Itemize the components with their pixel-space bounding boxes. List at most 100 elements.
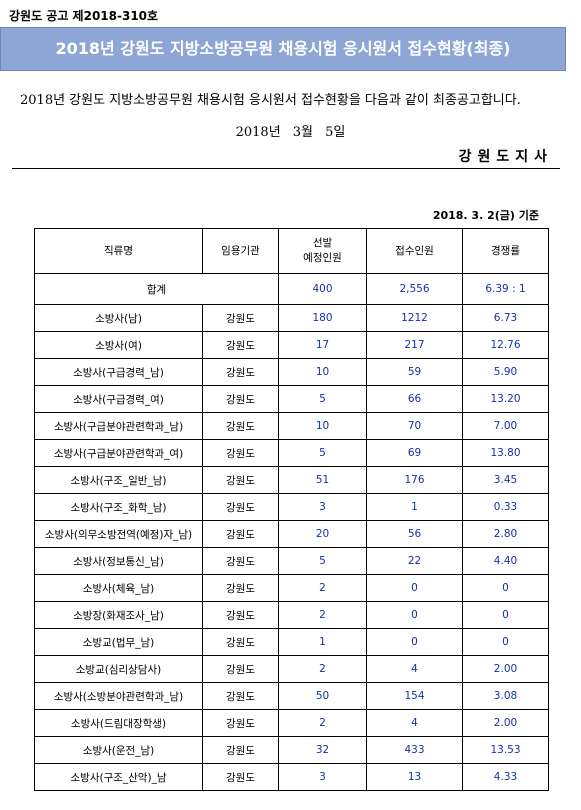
cell-job-name: 소방교(심리상담사) [34,655,203,683]
cell-planned: 3 [278,493,367,521]
applications-table: 직류명 임용기관 선발 예정인원 접수인원 경쟁률 합계 400 2,556 6… [34,228,549,791]
cell-agency: 강원도 [202,439,279,467]
cell-ratio: 2.00 [462,655,549,683]
cell-planned: 17 [278,331,367,359]
cell-planned: 5 [278,385,367,413]
total-applicants: 2,556 [366,273,463,305]
table-row: 소방사(정보통신_남) 강원도 5 22 4.40 [34,547,549,575]
cell-agency: 강원도 [202,574,279,602]
cell-applicants: 176 [366,466,463,494]
issuer-name: 강원도지사 [458,149,553,165]
cell-planned: 2 [278,574,367,602]
cell-planned: 2 [278,655,367,683]
cell-ratio: 0 [462,574,549,602]
cell-job-name: 소방사(구조_일반_남) [34,466,203,494]
table-row: 소방사(구조_화학_남) 강원도 3 1 0.33 [34,493,549,521]
table-row: 소방사(구조_일반_남) 강원도 51 176 3.45 [34,466,549,494]
cell-agency: 강원도 [202,466,279,494]
cell-planned: 3 [278,763,367,791]
cell-applicants: 0 [366,601,463,629]
cell-agency: 강원도 [202,331,279,359]
cell-agency: 강원도 [202,763,279,791]
cell-applicants: 433 [366,736,463,764]
cell-planned: 32 [278,736,367,764]
cell-applicants: 22 [366,547,463,575]
table-row: 소방사(여) 강원도 17 217 12.76 [34,331,549,359]
cell-applicants: 0 [366,574,463,602]
cell-ratio: 13.80 [462,439,549,467]
cell-job-name: 소방사(구조_산악)_남 [34,763,203,791]
cell-job-name: 소방사(구급분야관련학과_남) [34,412,203,440]
cell-applicants: 56 [366,520,463,548]
total-planned: 400 [278,273,367,305]
cell-agency: 강원도 [202,493,279,521]
cell-planned: 1 [278,628,367,656]
cell-job-name: 소방사(정보통신_남) [34,547,203,575]
page-title: 2018년 강원도 지방소방공무원 채용시험 응시원서 접수현황(최종) [55,39,511,58]
table-row: 소방사(체육_남) 강원도 2 0 0 [34,574,549,602]
cell-agency: 강원도 [202,655,279,683]
cell-applicants: 69 [366,439,463,467]
column-header-applicants: 접수인원 [366,228,463,274]
cell-ratio: 5.90 [462,358,549,386]
table-row: 소방사(운전_남) 강원도 32 433 13.53 [34,736,549,764]
cell-applicants: 13 [366,763,463,791]
cell-ratio: 0 [462,628,549,656]
cell-ratio: 0 [462,601,549,629]
cell-planned: 50 [278,682,367,710]
cell-planned: 10 [278,358,367,386]
notice-number: 강원도 공고 제2018-310호 [9,9,159,23]
divider [12,168,560,169]
cell-job-name: 소방사(드림대장학생) [34,709,203,737]
column-header-planned: 선발 예정인원 [278,228,367,274]
cell-job-name: 소방사(구급분야관련학과_여) [34,439,203,467]
table-row: 소방사(구급경력_남) 강원도 10 59 5.90 [34,358,549,386]
cell-job-name: 소방사(체육_남) [34,574,203,602]
table-row: 소방사(소방분야관련학과_남) 강원도 50 154 3.08 [34,682,549,710]
cell-agency: 강원도 [202,736,279,764]
table-header-row: 직류명 임용기관 선발 예정인원 접수인원 경쟁률 [34,228,549,274]
notice-date: 2018년 3월 5일 [235,125,346,140]
column-header-ratio: 경쟁률 [462,228,549,274]
cell-agency: 강원도 [202,520,279,548]
total-row: 합계 400 2,556 6.39 : 1 [34,273,549,305]
table-row: 소방사(구급분야관련학과_여) 강원도 5 69 13.80 [34,439,549,467]
cell-ratio: 13.53 [462,736,549,764]
cell-job-name: 소방사(소방분야관련학과_남) [34,682,203,710]
cell-ratio: 7.00 [462,412,549,440]
cell-job-name: 소방사(구조_화학_남) [34,493,203,521]
cell-agency: 강원도 [202,304,279,332]
cell-job-name: 소방사(운전_남) [34,736,203,764]
cell-planned: 51 [278,466,367,494]
cell-ratio: 12.76 [462,331,549,359]
cell-agency: 강원도 [202,385,279,413]
table-row: 소방사(구급분야관련학과_남) 강원도 10 70 7.00 [34,412,549,440]
basis-date: 2018. 3. 2(금) 기준 [432,209,539,222]
cell-agency: 강원도 [202,682,279,710]
cell-planned: 2 [278,709,367,737]
cell-planned: 180 [278,304,367,332]
table-row: 소방사(의무소방전역(예정)자_남) 강원도 20 56 2.80 [34,520,549,548]
cell-planned: 20 [278,520,367,548]
cell-ratio: 3.08 [462,682,549,710]
cell-ratio: 2.80 [462,520,549,548]
cell-applicants: 70 [366,412,463,440]
total-ratio: 6.39 : 1 [462,273,549,305]
cell-applicants: 59 [366,358,463,386]
cell-ratio: 3.45 [462,466,549,494]
cell-applicants: 1212 [366,304,463,332]
cell-job-name: 소방사(여) [34,331,203,359]
cell-job-name: 소방사(남) [34,304,203,332]
cell-applicants: 154 [366,682,463,710]
cell-applicants: 4 [366,709,463,737]
cell-agency: 강원도 [202,601,279,629]
cell-agency: 강원도 [202,547,279,575]
table-row: 소방사(드림대장학생) 강원도 2 4 2.00 [34,709,549,737]
table-row: 소방사(구조_산악)_남 강원도 3 13 4.33 [34,763,549,791]
cell-job-name: 소방사(구급경력_여) [34,385,203,413]
cell-applicants: 0 [366,628,463,656]
column-header-name: 직류명 [34,228,203,274]
cell-applicants: 1 [366,493,463,521]
cell-job-name: 소방사(의무소방전역(예정)자_남) [34,520,203,548]
cell-job-name: 소방장(화재조사_남) [34,601,203,629]
